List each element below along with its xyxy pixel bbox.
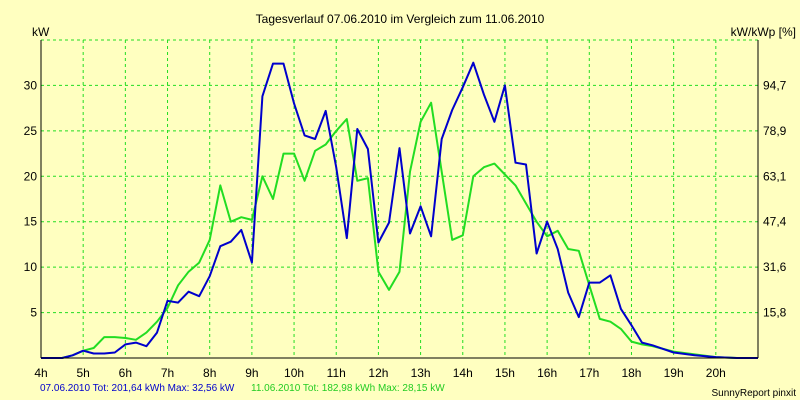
legend-series1: 07.06.2010 Tot: 201,64 kWh Max: 32,56 kW (40, 383, 235, 394)
y-tick-label-left: 10 (24, 260, 38, 274)
series-line-1 (41, 61, 758, 359)
axis-layer: 4h 5h 6h 7h 8h 9h 10h 11h 12h 13h 14h 15h 16h 17h 18h 1… (24, 40, 787, 380)
legend-series2: 11.06.2010 Tot: 182,98 kWh Max: 28,15 kW (251, 383, 445, 394)
x-tick-label: 5h (76, 366, 89, 380)
x-tick-label: 11h (327, 366, 346, 380)
x-tick-label: 9h (245, 366, 258, 380)
series-layer (41, 61, 758, 359)
plot-area (41, 40, 758, 358)
chart-title: Tagesverlauf 07.06.2010 im Vergleich zum… (256, 12, 545, 26)
x-tick-label: 4h (34, 366, 47, 380)
x-tick-label: 7h (161, 366, 174, 380)
x-tick-label: 18h (621, 366, 641, 380)
x-tick-label: 16h (537, 366, 557, 380)
x-tick-label: 10h (284, 366, 304, 380)
x-tick-label: 12h (368, 366, 388, 380)
x-tick-label: 14h (453, 366, 473, 380)
y-tick-label-left: 5 (30, 306, 37, 320)
y-tick-label-left: 25 (24, 124, 38, 138)
x-tick-label: 19h (664, 366, 684, 380)
footer-credit: SunnyReport pinxit (712, 388, 797, 399)
y-tick-label-left: 30 (24, 78, 38, 92)
y-tick-label-left: 15 (24, 215, 38, 229)
y-tick-label-left: 20 (24, 169, 38, 183)
y-tick-label-right: 94,7 (763, 78, 787, 92)
y-tick-label-right: 31,6 (763, 260, 787, 274)
grid-layer (41, 39, 758, 358)
x-tick-label: 8h (203, 366, 216, 380)
x-tick-label: 13h (411, 366, 431, 380)
x-tick-label: 17h (579, 366, 599, 380)
y-tick-label-right: 15,8 (763, 306, 787, 320)
y-axis-right-label: kW/kWp [%] (731, 25, 796, 39)
x-tick-label: 20h (706, 366, 726, 380)
x-tick-label: 15h (495, 366, 515, 380)
x-tick-label: 6h (119, 366, 132, 380)
y-axis-left-label: kW (32, 25, 50, 39)
y-tick-label-right: 78,9 (763, 124, 787, 138)
y-tick-label-right: 63,1 (763, 169, 787, 183)
y-tick-label-right: 47,4 (763, 215, 787, 229)
